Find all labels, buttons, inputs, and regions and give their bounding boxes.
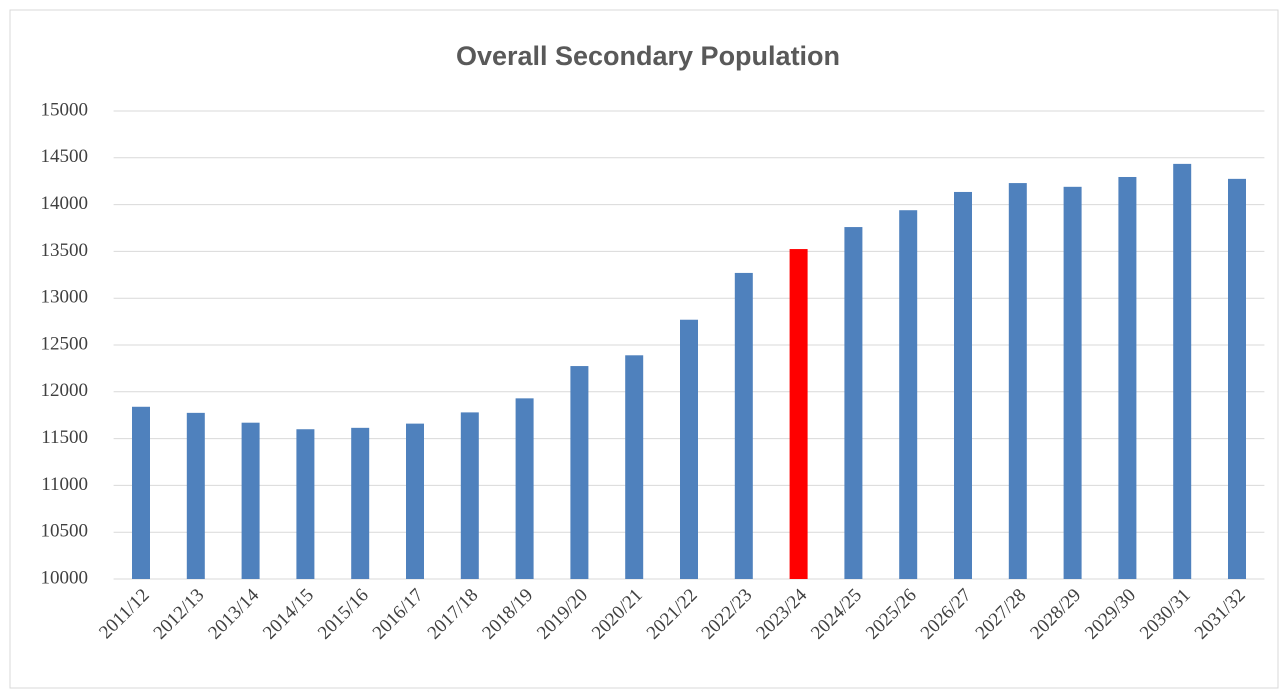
y-tick-label: 13500 <box>41 240 89 261</box>
bar <box>570 366 589 579</box>
y-tick-label: 14000 <box>41 193 89 214</box>
bar <box>186 412 205 579</box>
bar <box>954 191 972 580</box>
y-tick-label: 10500 <box>41 521 89 542</box>
bar <box>296 429 315 579</box>
bar <box>1228 178 1246 580</box>
bar <box>625 355 644 579</box>
chart-title: Overall Secondary Population <box>456 41 840 71</box>
bar <box>515 398 534 579</box>
y-tick-label: 14500 <box>41 146 89 167</box>
bar <box>1008 183 1027 579</box>
y-tick-label: 12000 <box>41 380 89 401</box>
bar <box>1118 176 1137 579</box>
y-tick-label: 12500 <box>41 333 89 354</box>
bar <box>844 227 863 579</box>
y-tick-label: 13000 <box>41 287 89 308</box>
y-tick-label: 15000 <box>41 99 89 120</box>
bar <box>406 423 424 579</box>
chart-border <box>9 9 1279 689</box>
bar <box>1063 186 1082 580</box>
bar <box>1173 163 1192 579</box>
bar <box>899 210 918 579</box>
y-tick-label: 11500 <box>41 427 88 448</box>
bar <box>460 412 479 579</box>
y-tick-label: 10000 <box>41 567 89 588</box>
bar <box>132 406 150 579</box>
y-tick-label: 11000 <box>41 474 88 495</box>
bar <box>680 319 698 579</box>
bar <box>241 422 260 579</box>
bar <box>351 427 370 579</box>
bar <box>734 272 753 579</box>
bar <box>789 249 808 579</box>
